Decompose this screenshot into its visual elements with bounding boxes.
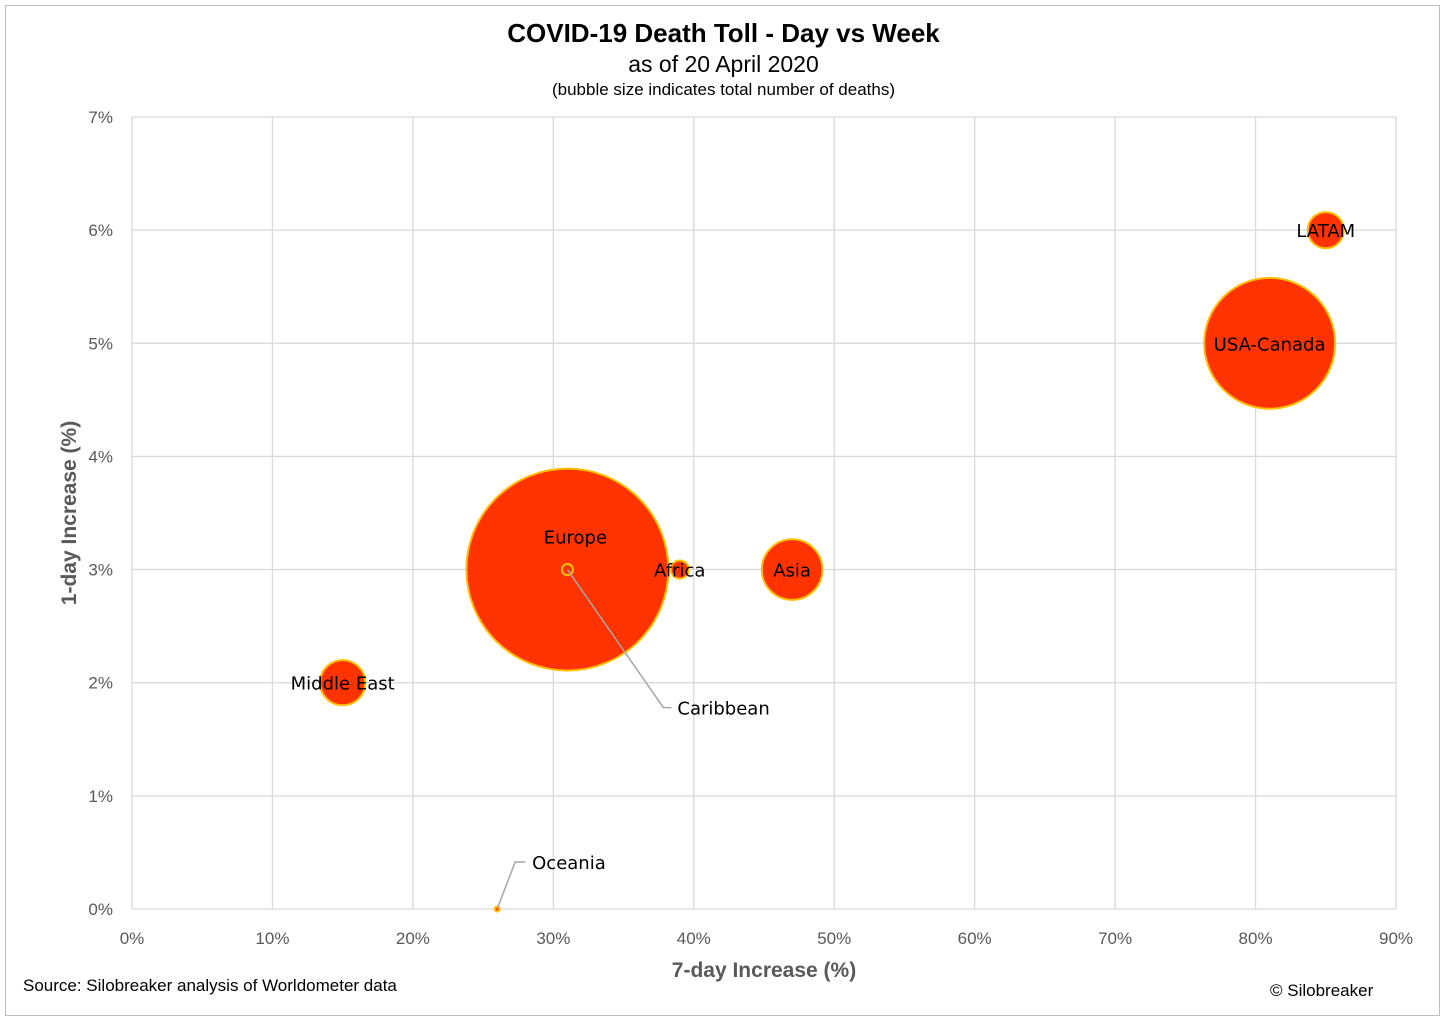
data-label-europe: Europe <box>544 528 607 549</box>
bubble-africa <box>669 559 690 580</box>
y-tick-label: 2% <box>88 674 113 693</box>
x-tick-label: 60% <box>958 929 992 948</box>
data-label-middle-east: Middle East <box>291 674 395 695</box>
y-tick-label: 7% <box>88 108 113 127</box>
chart-frame <box>5 5 1440 1016</box>
x-tick-label: 70% <box>1098 929 1132 948</box>
data-label-caribbean: Caribbean <box>677 699 769 720</box>
x-tick-label: 20% <box>396 929 430 948</box>
data-label-asia: Asia <box>773 561 811 582</box>
x-tick-label: 90% <box>1379 929 1413 948</box>
data-label-africa: Africa <box>654 561 705 582</box>
x-tick-label: 30% <box>536 929 570 948</box>
y-tick-label: 4% <box>88 447 113 466</box>
data-label-usa-canada: USA-Canada <box>1214 334 1326 355</box>
leader-line-caribbean <box>566 569 672 709</box>
x-tick-label: 10% <box>255 929 289 948</box>
y-axis-title: 1-day Increase (%) <box>58 421 81 605</box>
y-tick-label: 0% <box>88 900 113 919</box>
x-tick-label: 40% <box>677 929 711 948</box>
x-tick-label: 50% <box>817 929 851 948</box>
data-label-latam: LATAM <box>1296 221 1355 242</box>
x-tick-label: 80% <box>1239 929 1273 948</box>
leader-line-oceania <box>496 861 526 910</box>
x-axis-title: 7-day Increase (%) <box>672 959 856 982</box>
x-tick-label: 0% <box>120 929 145 948</box>
bubble-asia <box>760 538 824 601</box>
chart-note: (bubble size indicates total number of d… <box>551 80 896 99</box>
y-tick-label: 1% <box>88 787 113 806</box>
source-note: Source: Silobreaker analysis of Worldome… <box>23 976 397 995</box>
chart-title: COVID-19 Death Toll - Day vs Week <box>507 18 940 48</box>
bubble-middle-east <box>319 659 367 707</box>
data-label-oceania: Oceania <box>532 853 606 874</box>
copyright-note: © Silobreaker <box>1270 981 1374 1000</box>
chart-subtitle: as of 20 April 2020 <box>628 51 819 77</box>
y-tick-label: 6% <box>88 221 113 240</box>
bubble-usa-canada <box>1203 276 1337 410</box>
bubble-latam <box>1306 211 1345 250</box>
y-tick-label: 5% <box>88 334 113 353</box>
y-tick-label: 3% <box>88 561 113 580</box>
